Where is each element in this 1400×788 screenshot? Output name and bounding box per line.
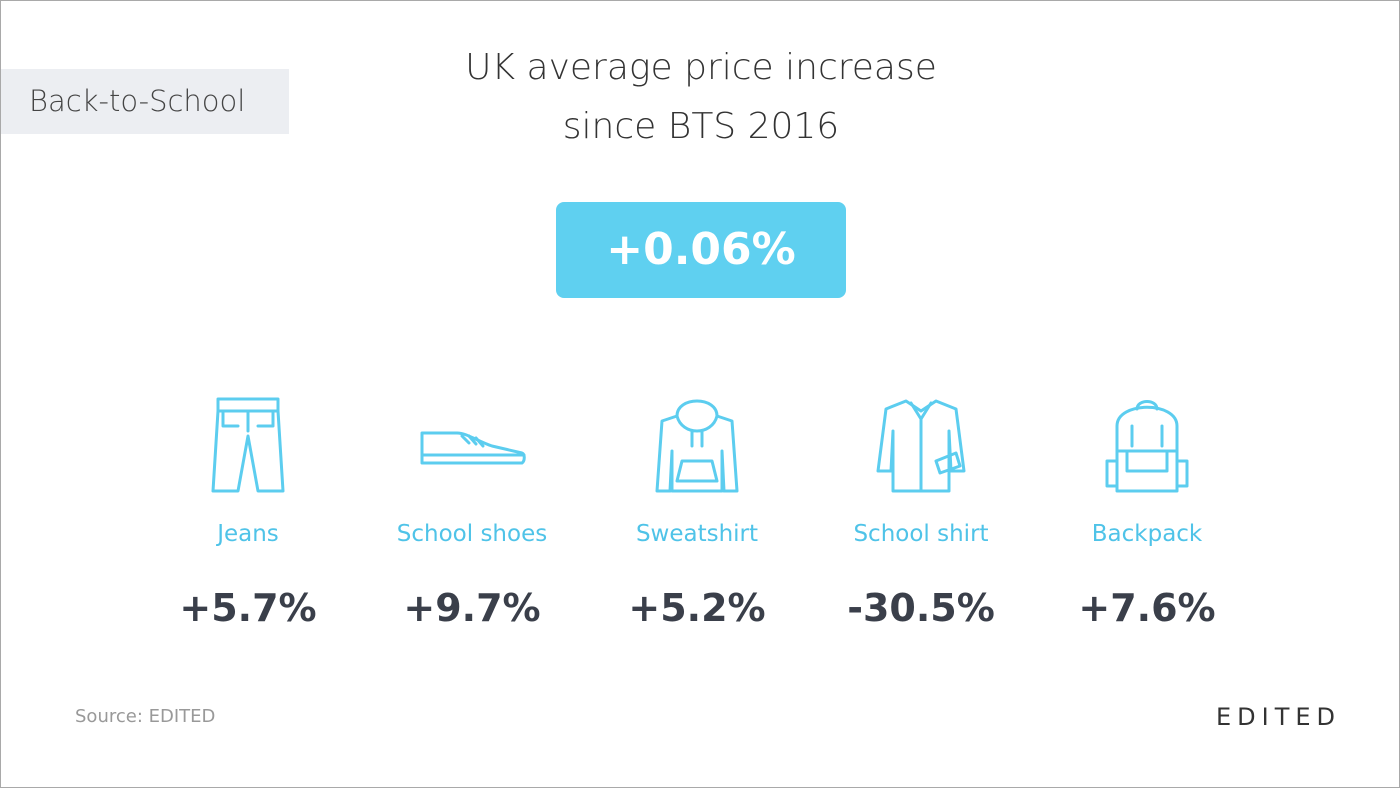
item-name: School shirt <box>853 521 989 547</box>
sweatshirt-icon <box>655 399 739 493</box>
item-name: Jeans <box>217 521 279 547</box>
headline: +0.06% <box>556 202 846 298</box>
item-change: -30.5% <box>847 586 995 630</box>
backpack-icon <box>1105 400 1189 493</box>
item-change: +5.2% <box>628 586 766 630</box>
item-change: +7.6% <box>1078 586 1216 630</box>
title-line: since BTS 2016 <box>562 106 840 147</box>
item-change: +5.7% <box>179 586 317 630</box>
item-change: +9.7% <box>403 586 541 630</box>
tag: Back-to-School <box>1 69 289 134</box>
shoe-icon <box>420 431 526 465</box>
item-name: Backpack <box>1091 521 1203 547</box>
title-line: UK average price increase <box>465 47 937 88</box>
source: Source: EDITED <box>75 706 216 727</box>
shirt-icon <box>876 399 966 493</box>
jeans-icon <box>211 397 285 493</box>
logo: EDITED <box>1215 703 1341 731</box>
item-name: Sweatshirt <box>635 521 759 547</box>
item-name: School shoes <box>396 521 548 547</box>
